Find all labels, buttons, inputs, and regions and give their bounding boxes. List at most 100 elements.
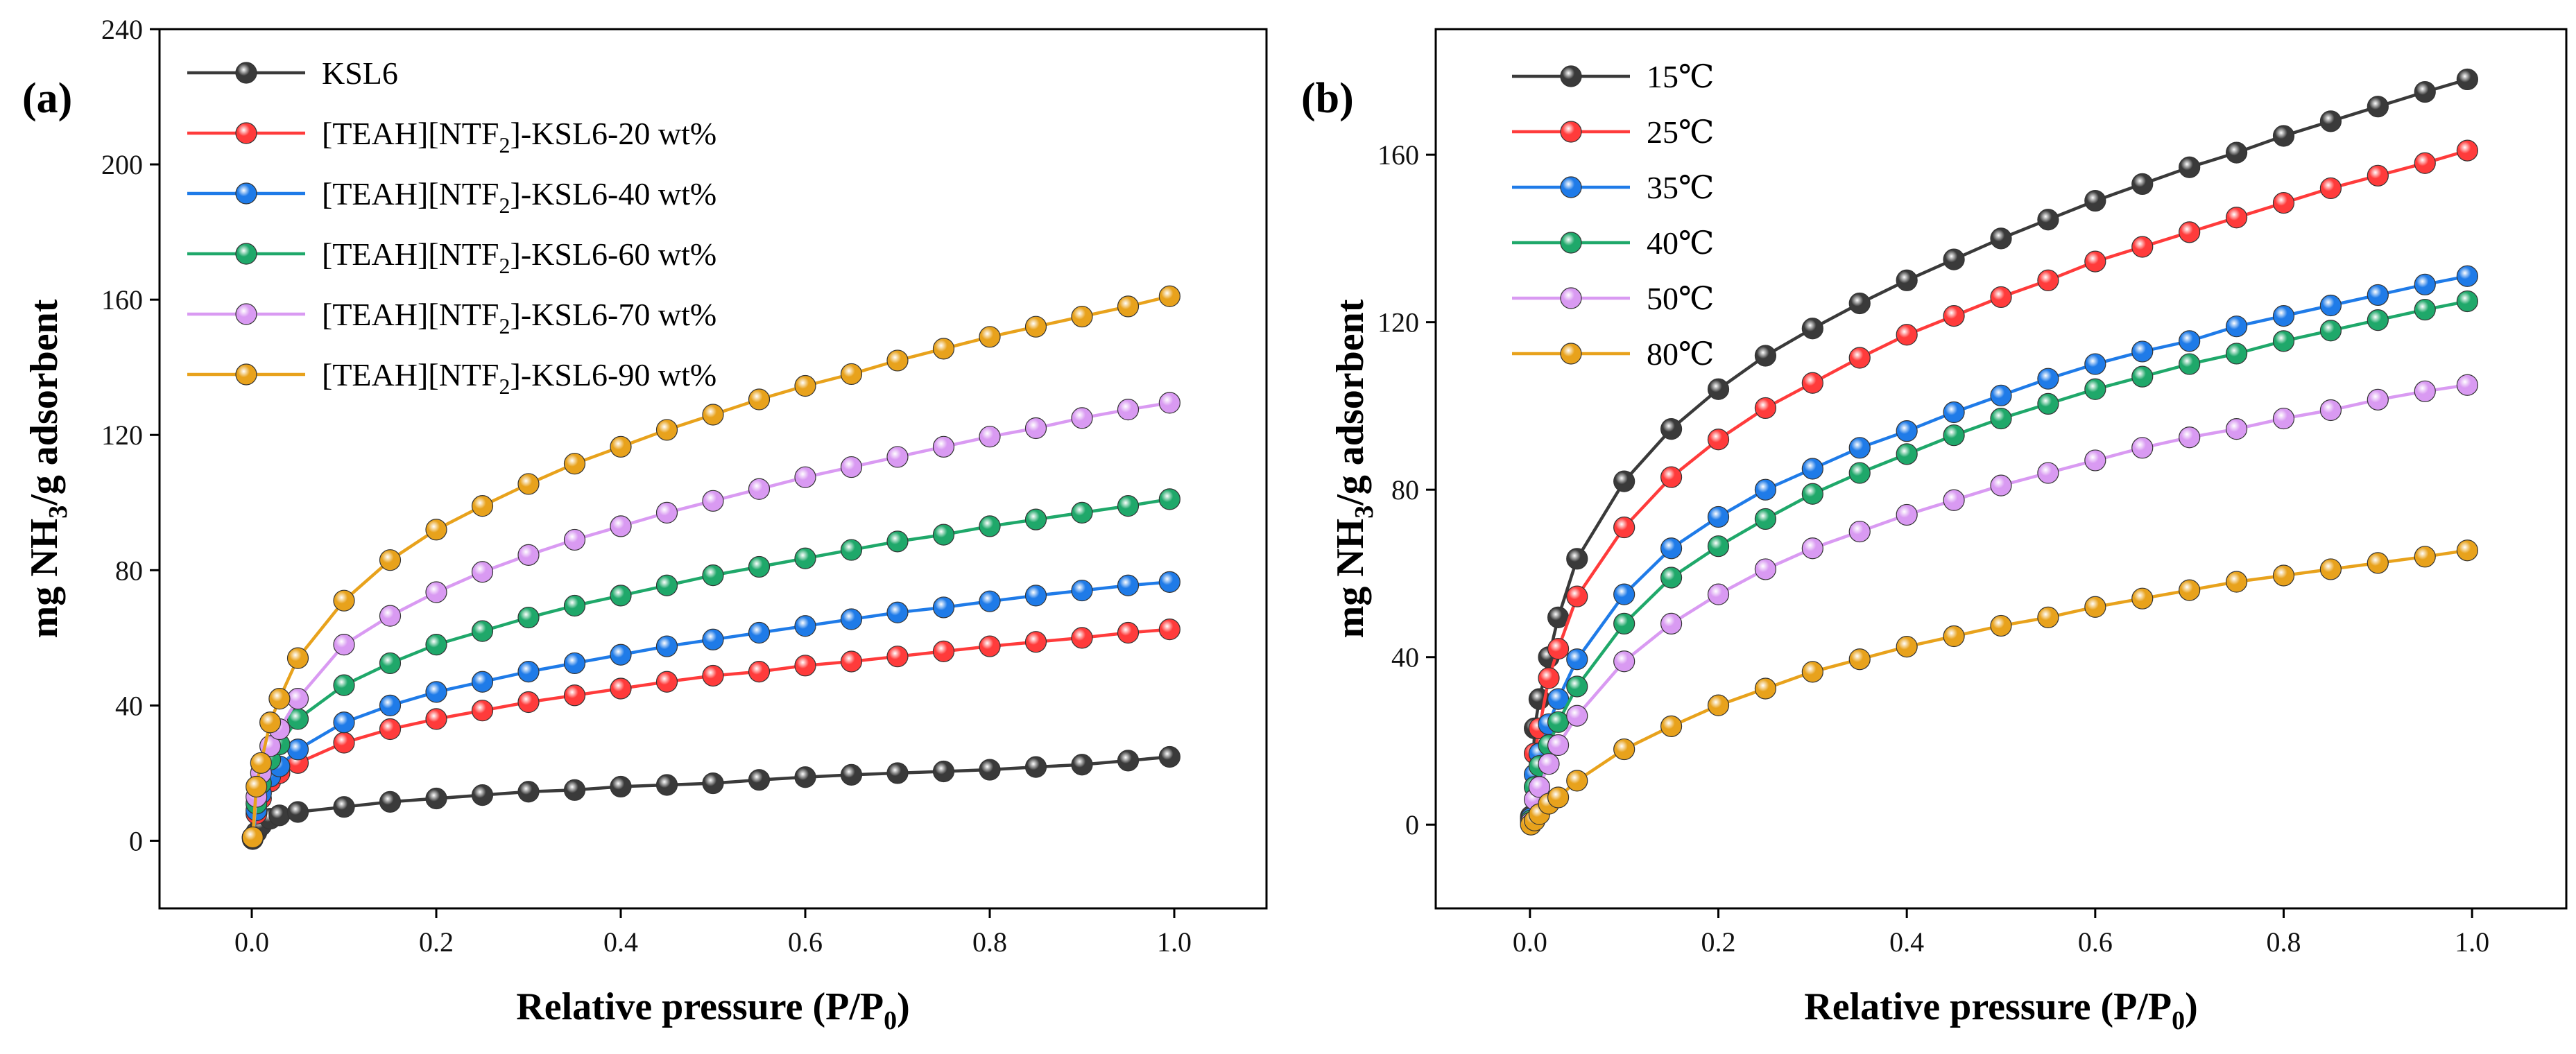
chart-1-data-point (2456, 139, 2478, 162)
chart-0-series-ksl6 (241, 745, 1180, 850)
chart-1-data-point (2456, 290, 2478, 313)
chart-1-data-point (2456, 374, 2478, 396)
chart-1-data-point (2414, 152, 2436, 174)
chart-0-data-point (1024, 631, 1047, 653)
chart-0-data-point (655, 671, 678, 693)
chart-0-data-point (1071, 627, 1093, 649)
chart-1-data-point (2084, 596, 2106, 618)
chart-1-data-point (1566, 648, 1588, 671)
chart-1-data-point (2414, 298, 2436, 321)
chart-0-data-point (1071, 501, 1093, 524)
chart-1-data-point (2414, 80, 2436, 103)
chart-0-data-point (794, 466, 816, 488)
chart-0-data-point (1158, 392, 1180, 414)
chart-1-data-point (2179, 221, 2201, 243)
chart-1-legend-label: 80℃ (1647, 336, 1714, 372)
chart-1-legend-label: 50℃ (1647, 281, 1714, 316)
chart-0-x-tick-label: 0.4 (603, 926, 638, 958)
chart-0-legend-marker (235, 303, 257, 325)
chart-0-data-point (517, 691, 540, 714)
chart-0-data-point (794, 615, 816, 637)
chart-0-data-point (333, 633, 355, 656)
chart-1-data-point (2225, 207, 2248, 229)
chart-0-series-teah-ntf2-ksl6-90-wt (241, 285, 1180, 849)
chart-1-data-point (1990, 474, 2012, 496)
chart-0-data-point (425, 581, 447, 603)
chart-1-data-point (2179, 579, 2201, 601)
chart-0-data-point (425, 681, 447, 703)
chart-0-data-point (1158, 285, 1180, 307)
panel-b: 0.0 0.2 0.4 0.6 0.8 1.0 0 40 80 120 160 (b) Relative… (1301, 28, 2568, 1035)
chart-1-y-tick-label: 0 (1405, 809, 1419, 840)
chart-1-data-point (2456, 539, 2478, 562)
chart-1-data-point (1848, 292, 1871, 315)
chart-0-data-point (379, 694, 402, 716)
chart-0-data-point (379, 549, 402, 571)
chart-0-data-point (840, 608, 863, 630)
chart-0-legend-label: [TEAH][NTF2]-KSL6-40 wt% (322, 176, 716, 218)
chart-1-data-point (2414, 273, 2436, 295)
chart-0-data-point (425, 787, 447, 810)
chart-1-data-point (2037, 462, 2059, 484)
chart-1-data-point (2037, 392, 2059, 415)
chart-0-data-point (333, 732, 355, 754)
chart-1-series-15 (1520, 68, 2478, 827)
chart-0-data-point (471, 620, 494, 642)
chart-0-y-tick-label: 40 (115, 690, 143, 721)
chart-1-data-point (1990, 227, 2012, 250)
chart-1-data-point (2131, 587, 2154, 610)
chart-1-data-point (2272, 407, 2295, 430)
chart-0-data-point (702, 628, 724, 650)
chart-1-data-point (1566, 705, 1588, 727)
chart-1-data-point (1547, 638, 1570, 660)
chart-0-data-point (610, 515, 632, 537)
chart-1-data-point (2179, 156, 2201, 178)
chart-1-y-axis-title: mg NH3/g adsorbent (1329, 299, 1379, 638)
chart-0-data-point (1071, 754, 1093, 776)
chart-1-legend-marker (1560, 176, 1582, 198)
chart-1-y-tick-label: 40 (1391, 642, 1419, 673)
chart-0-x-tick-label: 0.0 (234, 926, 269, 958)
chart-1-data-point (1943, 489, 1965, 511)
chart-0-data-point (610, 585, 632, 607)
chart-0-data-point (471, 700, 494, 722)
chart-0-panel-label: (a) (22, 75, 72, 122)
chart-1-data-point (1801, 537, 1823, 560)
chart-0-data-point (840, 650, 863, 673)
chart-0-data-point (1158, 571, 1180, 593)
chart-0-data-point (471, 561, 494, 583)
chart-0-data-point (840, 539, 863, 561)
chart-1-data-point (2037, 269, 2059, 291)
chart-0-data-point (748, 555, 771, 578)
chart-1-legend-marker (1560, 287, 1582, 309)
chart-1-data-point (1547, 711, 1570, 733)
chart-1-data-point (2319, 399, 2342, 422)
chart-0-x-tick-label: 0.6 (788, 926, 823, 958)
chart-0-data-point (1024, 585, 1047, 607)
chart-1-data-point (1566, 585, 1588, 607)
chart-1-legend-marker (1560, 343, 1582, 365)
chart-1-data-point (2179, 353, 2201, 375)
chart-0-data-point (1117, 750, 1140, 772)
chart-0-legend-entry: [TEAH][NTF2]-KSL6-60 wt% (187, 236, 716, 278)
chart-1-data-point (2037, 368, 2059, 390)
chart-1-legend-label: 40℃ (1647, 225, 1714, 261)
chart-1-data-point (1896, 324, 1918, 346)
chart-0-data-point (748, 769, 771, 791)
chart-0-data-point (979, 326, 1001, 348)
chart-1-data-point (1801, 661, 1823, 683)
chart-0-data-point (471, 784, 494, 806)
chart-0-data-point (702, 404, 724, 426)
chart-1-data-point (2179, 330, 2201, 352)
chart-1-legend-label: 35℃ (1647, 170, 1714, 205)
chart-0-data-point (1117, 574, 1140, 596)
chart-0-legend-label: [TEAH][NTF2]-KSL6-70 wt% (322, 297, 716, 338)
chart-1-data-point (1754, 558, 1777, 580)
chart-0-legend-entry: [TEAH][NTF2]-KSL6-40 wt% (187, 176, 716, 218)
chart-1-data-point (1943, 305, 1965, 327)
chart-1-data-point (2367, 552, 2389, 574)
chart-1-data-point (1660, 537, 1683, 560)
chart-1-data-point (2225, 141, 2248, 164)
chart-0-x-axis-title: Relative pressure (P/P0) (516, 985, 909, 1035)
chart-1-data-point (1660, 715, 1683, 737)
